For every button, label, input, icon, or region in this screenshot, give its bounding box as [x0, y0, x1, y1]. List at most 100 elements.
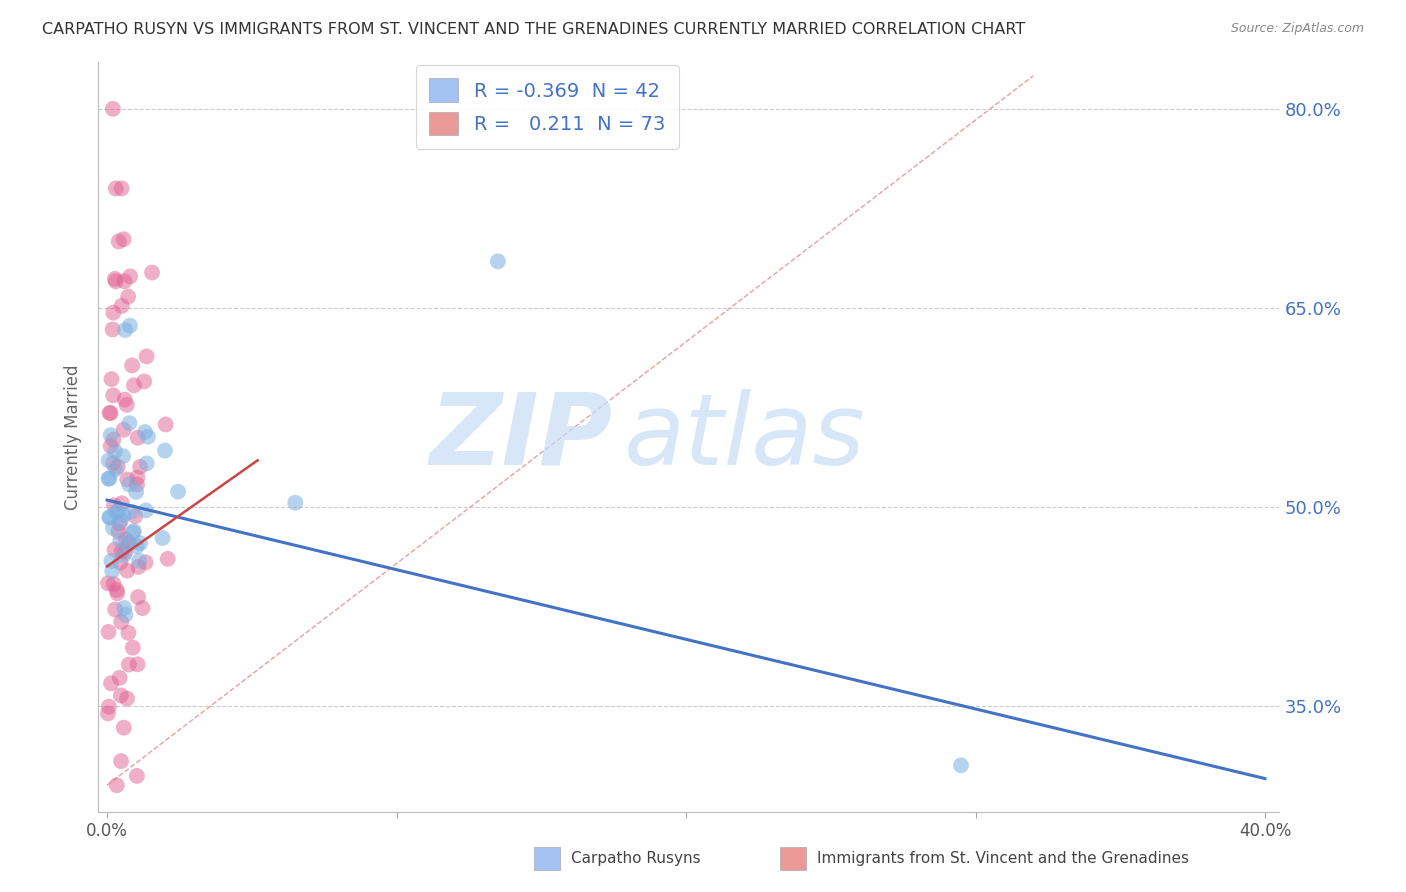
Point: [136, 430, 159, 444]
Point: [114, 392, 136, 407]
Point: [100, 428, 122, 442]
Text: atlas: atlas: [624, 389, 866, 485]
Point: [125, 769, 148, 783]
Point: [105, 505, 128, 519]
Point: [97, 699, 120, 714]
Point: [101, 102, 124, 116]
Point: [107, 505, 129, 519]
Point: [117, 564, 139, 578]
Point: [110, 689, 132, 703]
Point: [122, 524, 145, 538]
Point: [128, 554, 150, 568]
Point: [118, 318, 141, 333]
Point: [101, 456, 124, 470]
Point: [110, 181, 132, 195]
Point: [156, 551, 179, 566]
Point: [97, 576, 120, 591]
Point: [135, 456, 157, 470]
Point: [100, 372, 122, 386]
Point: [121, 359, 143, 373]
Point: [110, 533, 132, 548]
Point: [118, 477, 141, 491]
Point: [120, 269, 142, 284]
Point: [103, 305, 125, 319]
Point: [105, 582, 128, 597]
Y-axis label: Currently Married: Currently Married: [65, 364, 83, 510]
Point: [153, 443, 176, 458]
Text: Carpatho Rusyns: Carpatho Rusyns: [571, 851, 700, 866]
Point: [284, 496, 307, 510]
Point: [152, 531, 174, 545]
Point: [110, 615, 132, 629]
Point: [108, 516, 131, 531]
Point: [101, 388, 124, 402]
Point: [107, 235, 129, 249]
Point: [117, 625, 139, 640]
Point: [114, 274, 136, 288]
Point: [97, 624, 120, 639]
Point: [103, 433, 125, 447]
Point: [127, 431, 149, 445]
Point: [127, 559, 149, 574]
Point: [103, 498, 125, 512]
Point: [104, 462, 127, 476]
Point: [134, 425, 156, 439]
Point: [135, 503, 157, 517]
Point: [141, 265, 163, 279]
Point: [118, 657, 141, 672]
Point: [127, 657, 149, 672]
Text: Immigrants from St. Vincent and the Grenadines: Immigrants from St. Vincent and the Gren…: [817, 851, 1189, 866]
Point: [101, 564, 124, 578]
Point: [122, 378, 145, 392]
Point: [104, 181, 127, 195]
Point: [134, 375, 156, 389]
Point: [112, 423, 135, 437]
Point: [167, 484, 190, 499]
Point: [100, 554, 122, 568]
Point: [97, 472, 120, 486]
Point: [107, 459, 129, 474]
Point: [97, 706, 120, 721]
Point: [118, 536, 141, 550]
Legend: R = -0.369  N = 42, R =   0.211  N = 73: R = -0.369 N = 42, R = 0.211 N = 73: [416, 64, 679, 149]
Point: [112, 601, 135, 615]
Point: [112, 508, 135, 523]
Point: [131, 601, 153, 615]
Point: [127, 590, 149, 604]
Point: [98, 510, 121, 524]
Point: [104, 542, 127, 557]
Point: [101, 322, 124, 336]
Point: [112, 232, 135, 246]
Point: [112, 549, 135, 563]
Point: [114, 323, 136, 337]
Point: [101, 521, 124, 535]
Point: [117, 290, 139, 304]
Point: [111, 299, 134, 313]
Text: ZIP: ZIP: [429, 389, 612, 485]
Point: [114, 532, 136, 546]
Text: CARPATHO RUSYN VS IMMIGRANTS FROM ST. VINCENT AND THE GRENADINES CURRENTLY MARRI: CARPATHO RUSYN VS IMMIGRANTS FROM ST. VI…: [42, 22, 1025, 37]
Point: [117, 537, 139, 551]
Point: [486, 254, 509, 268]
Point: [122, 525, 145, 540]
Point: [115, 398, 138, 412]
Point: [125, 539, 148, 553]
Text: Source: ZipAtlas.com: Source: ZipAtlas.com: [1230, 22, 1364, 36]
Point: [125, 484, 148, 499]
Point: [110, 514, 132, 528]
Point: [105, 586, 128, 600]
Point: [110, 754, 132, 768]
Point: [115, 691, 138, 706]
Point: [104, 602, 127, 616]
Point: [129, 459, 152, 474]
Point: [104, 274, 127, 288]
Point: [112, 449, 135, 463]
Point: [107, 524, 129, 539]
Point: [127, 471, 149, 485]
Point: [110, 544, 132, 558]
Point: [112, 721, 135, 735]
Point: [100, 406, 122, 420]
Point: [104, 444, 127, 458]
Point: [155, 417, 177, 432]
Point: [98, 510, 121, 524]
